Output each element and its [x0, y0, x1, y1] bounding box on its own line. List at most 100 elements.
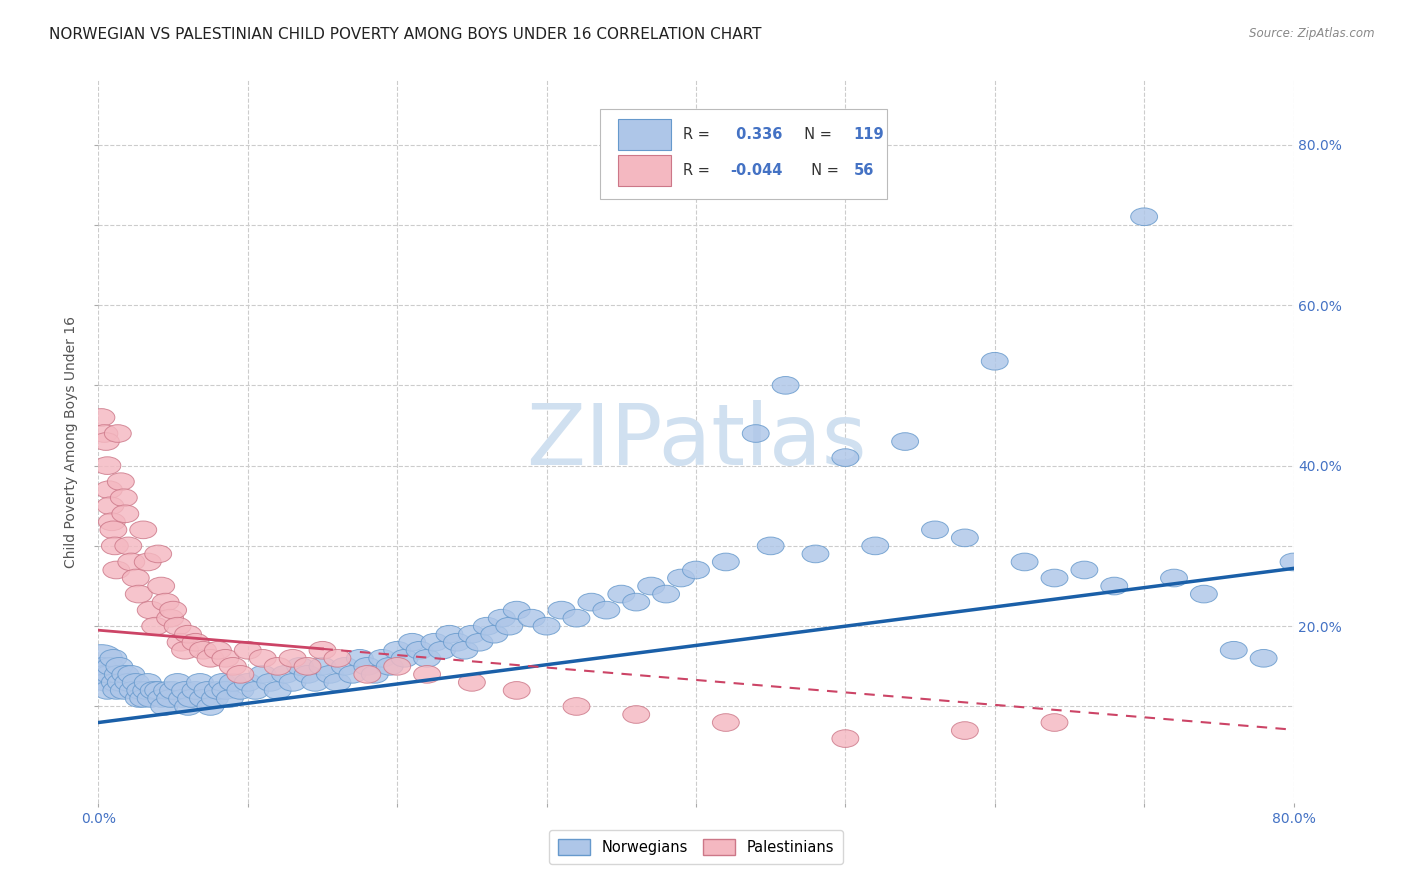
- Ellipse shape: [377, 657, 404, 675]
- Ellipse shape: [145, 681, 172, 699]
- Ellipse shape: [138, 601, 165, 619]
- Ellipse shape: [1071, 561, 1098, 579]
- Ellipse shape: [172, 681, 198, 699]
- Ellipse shape: [142, 617, 169, 635]
- Ellipse shape: [1011, 553, 1038, 571]
- Ellipse shape: [120, 681, 146, 699]
- Ellipse shape: [122, 673, 149, 691]
- Ellipse shape: [503, 681, 530, 699]
- Ellipse shape: [249, 649, 276, 667]
- Ellipse shape: [226, 665, 254, 683]
- Text: 0.336: 0.336: [731, 127, 782, 142]
- Ellipse shape: [1101, 577, 1128, 595]
- Ellipse shape: [217, 690, 243, 707]
- Text: 119: 119: [853, 127, 884, 142]
- Ellipse shape: [1279, 553, 1308, 571]
- Ellipse shape: [174, 698, 201, 715]
- Ellipse shape: [668, 569, 695, 587]
- Ellipse shape: [264, 657, 291, 675]
- Ellipse shape: [891, 433, 918, 450]
- FancyBboxPatch shape: [619, 154, 671, 186]
- Ellipse shape: [98, 513, 125, 531]
- Ellipse shape: [101, 673, 128, 691]
- Ellipse shape: [118, 553, 145, 571]
- Ellipse shape: [474, 617, 501, 635]
- Ellipse shape: [682, 561, 710, 579]
- FancyBboxPatch shape: [600, 109, 887, 200]
- Ellipse shape: [107, 473, 135, 491]
- Ellipse shape: [172, 641, 198, 659]
- Ellipse shape: [1191, 585, 1218, 603]
- Ellipse shape: [115, 537, 142, 555]
- Ellipse shape: [156, 690, 184, 707]
- Ellipse shape: [97, 657, 124, 675]
- Ellipse shape: [413, 649, 440, 667]
- Ellipse shape: [242, 681, 269, 699]
- Ellipse shape: [280, 649, 307, 667]
- Ellipse shape: [187, 673, 214, 691]
- Ellipse shape: [346, 649, 374, 667]
- Ellipse shape: [89, 409, 115, 426]
- Ellipse shape: [165, 617, 191, 635]
- Ellipse shape: [194, 681, 221, 699]
- Ellipse shape: [160, 601, 187, 619]
- Ellipse shape: [458, 673, 485, 691]
- Ellipse shape: [93, 433, 120, 450]
- Ellipse shape: [354, 665, 381, 683]
- Ellipse shape: [197, 698, 224, 715]
- Text: R =: R =: [683, 163, 714, 178]
- Ellipse shape: [190, 641, 217, 659]
- Ellipse shape: [713, 553, 740, 571]
- Ellipse shape: [111, 681, 138, 699]
- Ellipse shape: [533, 617, 560, 635]
- Text: N =: N =: [796, 127, 837, 142]
- Ellipse shape: [257, 673, 284, 691]
- Ellipse shape: [562, 609, 591, 627]
- Ellipse shape: [1160, 569, 1188, 587]
- Ellipse shape: [150, 698, 177, 715]
- Ellipse shape: [496, 617, 523, 635]
- Ellipse shape: [301, 673, 329, 691]
- Ellipse shape: [209, 673, 236, 691]
- Ellipse shape: [204, 641, 232, 659]
- Ellipse shape: [94, 457, 121, 475]
- Ellipse shape: [94, 681, 121, 699]
- Ellipse shape: [153, 681, 180, 699]
- Ellipse shape: [103, 561, 129, 579]
- Ellipse shape: [309, 641, 336, 659]
- Ellipse shape: [323, 649, 352, 667]
- Ellipse shape: [339, 665, 366, 683]
- Ellipse shape: [436, 625, 463, 643]
- Ellipse shape: [1040, 714, 1069, 731]
- Ellipse shape: [391, 649, 418, 667]
- Ellipse shape: [122, 569, 149, 587]
- Ellipse shape: [309, 657, 336, 675]
- Ellipse shape: [177, 690, 204, 707]
- Ellipse shape: [138, 690, 165, 707]
- Ellipse shape: [132, 681, 160, 699]
- Ellipse shape: [91, 425, 118, 442]
- Ellipse shape: [249, 665, 276, 683]
- Ellipse shape: [465, 633, 494, 651]
- Ellipse shape: [219, 673, 246, 691]
- Ellipse shape: [152, 593, 179, 611]
- Ellipse shape: [100, 649, 127, 667]
- Ellipse shape: [169, 690, 195, 707]
- Ellipse shape: [503, 601, 530, 619]
- Ellipse shape: [952, 722, 979, 739]
- Ellipse shape: [429, 641, 456, 659]
- Ellipse shape: [443, 633, 471, 651]
- Ellipse shape: [578, 593, 605, 611]
- Ellipse shape: [488, 609, 515, 627]
- Ellipse shape: [93, 673, 120, 691]
- Ellipse shape: [219, 657, 246, 675]
- Ellipse shape: [104, 665, 131, 683]
- Ellipse shape: [190, 690, 217, 707]
- Ellipse shape: [713, 714, 740, 731]
- Ellipse shape: [167, 633, 194, 651]
- Ellipse shape: [105, 657, 132, 675]
- Ellipse shape: [742, 425, 769, 442]
- Ellipse shape: [1130, 208, 1157, 226]
- Ellipse shape: [287, 657, 314, 675]
- Ellipse shape: [271, 665, 298, 683]
